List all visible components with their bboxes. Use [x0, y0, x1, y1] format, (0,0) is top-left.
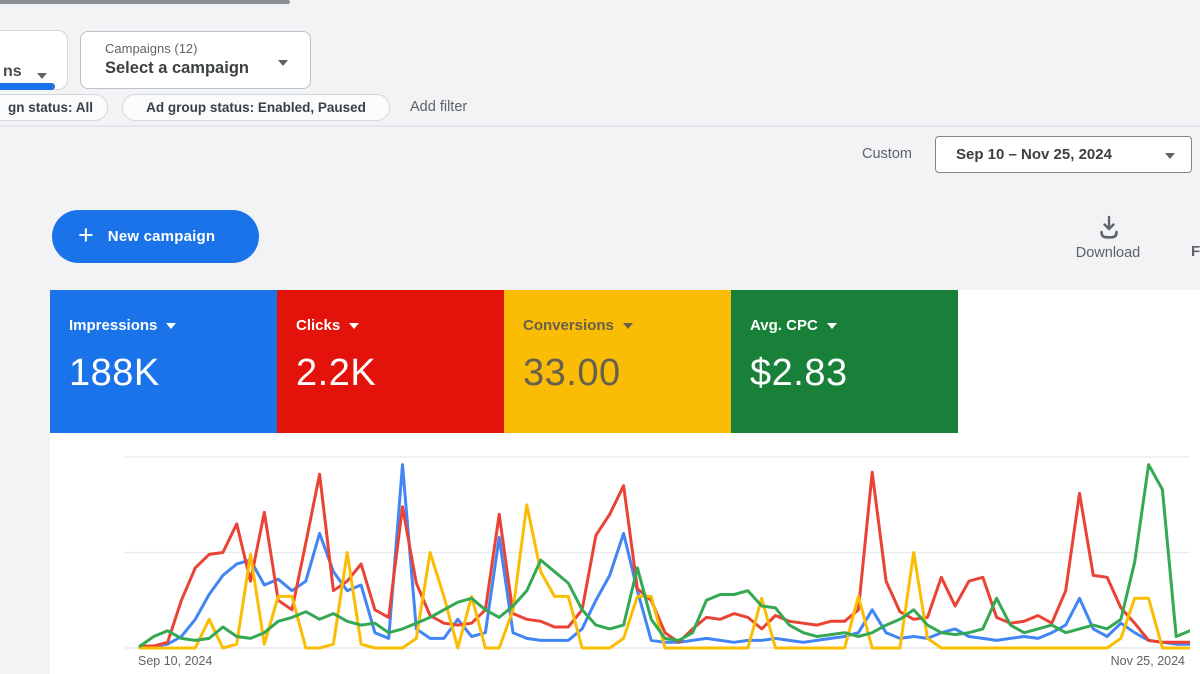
chevron-down-icon[interactable] [278, 60, 288, 66]
series-conversions[interactable] [138, 503, 1190, 650]
campaigns-tab-label: ns [3, 63, 22, 80]
scorecard-clicks[interactable]: Clicks 2.2K [277, 290, 504, 433]
add-filter-button[interactable]: Add filter [410, 99, 468, 115]
filter-chip-label: Ad group status: Enabled, Paused [146, 100, 366, 115]
chevron-down-icon[interactable] [826, 322, 837, 329]
truncated-action-label: F [1191, 243, 1200, 260]
chevron-down-icon[interactable] [166, 322, 177, 329]
filter-chip-ad-group-status[interactable]: Ad group status: Enabled, Paused [122, 94, 390, 121]
campaign-selector[interactable]: Campaigns (12) Select a campaign [80, 31, 311, 89]
chevron-down-icon[interactable] [349, 322, 360, 329]
scorecard-value: 33.00 [523, 352, 621, 394]
filter-chip-campaign-status[interactable]: gn status: All [0, 94, 108, 121]
date-range-value: Sep 10 – Nov 25, 2024 [956, 146, 1112, 163]
scorecard-conversions[interactable]: Conversions 33.00 [504, 290, 731, 433]
new-campaign-button[interactable]: + New campaign [52, 210, 259, 263]
scorecard-value: 2.2K [296, 352, 377, 394]
scorecard-impressions[interactable]: Impressions 188K [50, 290, 277, 433]
section-divider [0, 125, 1200, 127]
top-edge-bar [0, 0, 290, 4]
new-campaign-label: New campaign [107, 228, 216, 245]
performance-line-chart[interactable] [125, 450, 1190, 650]
download-icon[interactable] [1097, 214, 1121, 246]
campaign-selector-value: Select a campaign [105, 59, 249, 77]
x-axis-end-label: Nov 25, 2024 [1110, 654, 1185, 668]
scorecard-label: Clicks [296, 317, 341, 334]
performance-card: Impressions 188K Clicks 2.2K Conversions… [50, 290, 1200, 674]
filter-chip-label: gn status: All [7, 100, 93, 115]
date-range-selector[interactable]: Sep 10 – Nov 25, 2024 [935, 136, 1192, 173]
chevron-down-icon[interactable] [1165, 153, 1175, 159]
plus-icon: + [78, 219, 94, 250]
scorecard-avg-cpc[interactable]: Avg. CPC $2.83 [731, 290, 958, 433]
scorecard-value: 188K [69, 352, 160, 394]
campaigns-tab-cutoff[interactable]: ns [0, 30, 68, 90]
date-range-mode-label: Custom [862, 146, 912, 162]
scorecard-label: Avg. CPC [750, 317, 818, 334]
campaign-selector-eyebrow: Campaigns (12) [105, 41, 198, 56]
series-clicks[interactable] [138, 470, 1190, 648]
chevron-down-icon[interactable] [37, 73, 47, 79]
scorecard-value: $2.83 [750, 352, 848, 394]
series-avg-cpc[interactable] [138, 463, 1190, 648]
active-tab-underline [0, 83, 55, 90]
chevron-down-icon[interactable] [622, 322, 633, 329]
x-axis-start-label: Sep 10, 2024 [138, 654, 213, 668]
scorecard-label: Conversions [523, 317, 614, 334]
scorecard-label: Impressions [69, 317, 158, 334]
download-label[interactable]: Download [1075, 245, 1141, 261]
